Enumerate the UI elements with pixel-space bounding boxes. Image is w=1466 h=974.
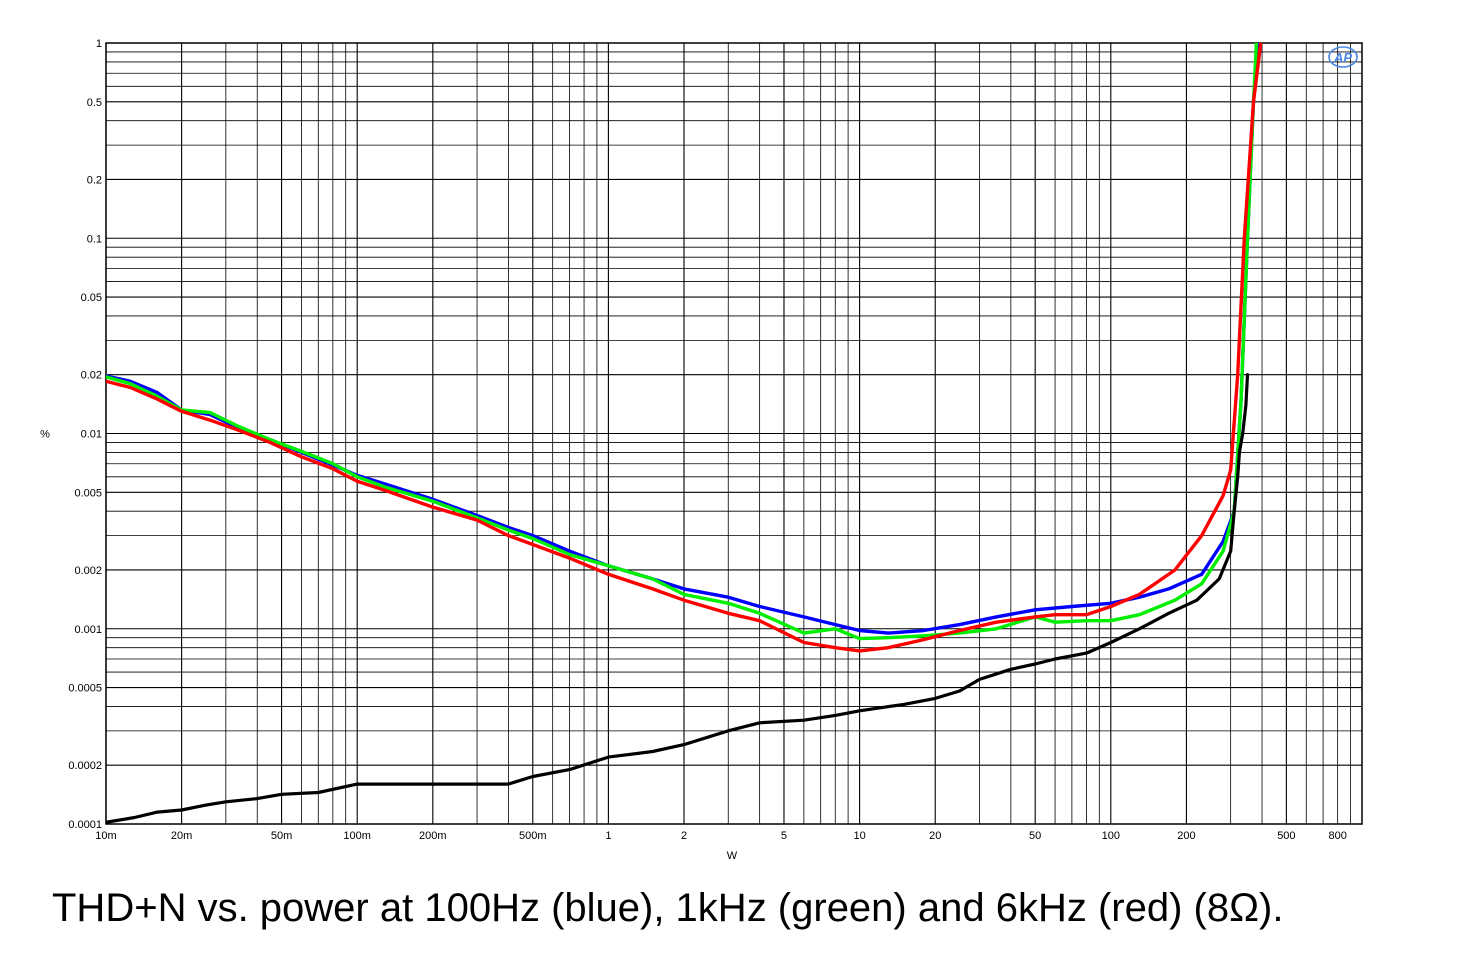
y-axis-label: %: [40, 429, 50, 441]
x-tick-label: 2: [681, 830, 687, 842]
major-gridlines: [105, 43, 1362, 825]
x-tick-label: 20: [929, 830, 941, 842]
y-tick-label: 0.05: [81, 292, 102, 304]
y-tick-label: 0.01: [81, 429, 102, 441]
x-axis-label: W: [727, 850, 738, 862]
ap-logo-ring: [1328, 46, 1358, 68]
y-tick-label: 0.005: [74, 487, 102, 499]
x-tick-label: 200: [1177, 830, 1195, 842]
figure-caption: THD+N vs. power at 100Hz (blue), 1kHz (g…: [52, 886, 1284, 930]
x-tick-label: 800: [1328, 830, 1346, 842]
y-tick-label: 0.0002: [68, 760, 102, 772]
plot-frame: [105, 42, 1363, 825]
x-tick-label: 100m: [343, 830, 371, 842]
x-tick-label: 500m: [519, 830, 547, 842]
y-tick-label: 1: [96, 38, 102, 50]
y-tick-label: 0.1: [87, 233, 102, 245]
y-tick-label: 0.002: [74, 565, 102, 577]
y-tick-label: 0.2: [87, 174, 102, 186]
x-tick-label: 500: [1277, 830, 1295, 842]
ap-logo: AP: [1328, 46, 1358, 68]
x-tick-label: 1: [605, 830, 611, 842]
series-lines: [106, 43, 1263, 824]
y-tick-label: 0.001: [74, 624, 102, 636]
x-tick-label: 50m: [271, 830, 292, 842]
x-tick-label: 10: [853, 830, 865, 842]
x-tick-label: 10m: [95, 830, 116, 842]
series-line-green: [106, 43, 1259, 641]
x-tick-labels: 10m 20m 50m 100m 200m 500m 1 2 5 10 20 50 100 200 500 8…: [95, 830, 1347, 842]
x-tick-label: 50: [1029, 830, 1041, 842]
x-tick-label: 20m: [171, 830, 192, 842]
y-tick-label: 0.02: [81, 370, 102, 382]
ap-logo-text: AP: [1333, 50, 1352, 65]
x-tick-label: 200m: [419, 830, 447, 842]
thd-power-chart: 10m 20m 50m 100m 200m 500m 1 2 5 10 20 50 100 200 500 8…: [40, 38, 1363, 862]
series-line-red: [106, 43, 1263, 653]
series-line-blue: [106, 43, 1260, 635]
y-tick-label: 0.0001: [68, 819, 102, 831]
x-tick-label: 5: [781, 830, 787, 842]
series-line-black: [106, 373, 1250, 824]
x-tick-label: 100: [1102, 830, 1120, 842]
y-tick-label: 0.5: [87, 97, 102, 109]
y-tick-labels: 1 0.5 0.2 0.1 0.05 0.02 0.01 0.005 0.002 0.001 0.0…: [68, 38, 102, 831]
y-tick-label: 0.0005: [68, 683, 102, 695]
